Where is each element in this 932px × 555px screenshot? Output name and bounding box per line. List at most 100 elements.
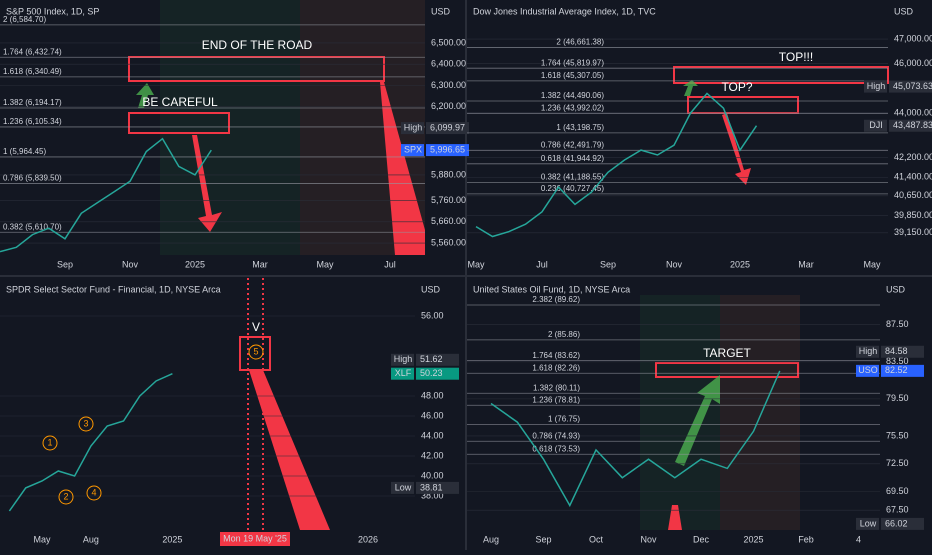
arrow (249, 370, 330, 530)
price-tag-name (856, 517, 879, 530)
box (673, 66, 889, 84)
x-tick-label: 2025 (730, 259, 750, 269)
annotation: 1 (47, 437, 52, 447)
price-tag-name (864, 119, 887, 132)
y-tick-label: 42,200.00 (894, 152, 932, 162)
x-tick-label: May (467, 259, 485, 269)
y-tick-label: 40.00 (421, 470, 444, 480)
y-tick-label: 67.50 (886, 505, 909, 515)
arrows (192, 82, 751, 530)
chart-title: Dow Jones Industrial Average Index, 1D, … (473, 6, 656, 16)
price-line (0, 137, 212, 253)
y-tick-label: 83.50 (886, 356, 909, 366)
y-tick-label: 87.50 (886, 319, 909, 329)
arrow (136, 83, 154, 108)
fib-label: 0.236 (40,727.45) (541, 184, 604, 193)
price-tag-value: 82.52 (885, 365, 908, 375)
price-tag-value: 43,487.83 (893, 120, 932, 130)
y-tick-label: 46.00 (421, 410, 444, 420)
fib-label: 2 (85.86) (548, 330, 580, 339)
y-tick-label: 6,500.00 (431, 37, 466, 47)
box (687, 96, 799, 114)
y-tick-label: 6,400.00 (431, 59, 466, 69)
price-tag (881, 345, 924, 358)
y-tick-label: 38.00 (421, 490, 444, 500)
time-zone (160, 0, 425, 255)
annotation: 5 (253, 346, 258, 356)
price-tag-name: Low (395, 482, 412, 492)
annotation: 2 (63, 491, 68, 501)
wave-circle (248, 344, 264, 360)
x-tick-label: Nov (640, 534, 657, 544)
currency: USD (894, 6, 914, 16)
y-tick-label: 5,660.00 (431, 216, 466, 226)
y-tick-label: 5,560.00 (431, 237, 466, 247)
y-tick-label: 6,200.00 (431, 101, 466, 111)
fib-label: 1.382 (80.11) (533, 383, 580, 392)
price-tag-name: SPX (404, 144, 422, 154)
y-tick-label: 39,150.00 (894, 227, 932, 237)
fib-label: 1.236 (43,992.02) (541, 103, 604, 112)
price-tag-name: DJI (869, 120, 883, 130)
arrow (675, 375, 720, 466)
y-tick-label: 40,650.00 (894, 190, 932, 200)
x-tick-label: Jul (384, 259, 396, 269)
arrow (192, 135, 222, 232)
price-tag-value: 51.62 (420, 354, 443, 364)
price-tag (889, 80, 932, 93)
y-tick-label: 39,850.00 (894, 210, 932, 220)
y-tick-label: 41,400.00 (894, 172, 932, 182)
price-tag-name (864, 80, 887, 93)
time-zone (640, 295, 800, 530)
y-tick-label: 44.00 (421, 430, 444, 440)
fib-label: 1.618 (6,340.49) (3, 67, 62, 76)
annotation: V (252, 320, 260, 334)
price-tag-value: 6,099.97 (430, 122, 465, 132)
date-label: Mon 19 May '25 (223, 533, 287, 543)
y-tick-label: 48.00 (421, 390, 444, 400)
fib-label: 1.764 (45,819.97) (541, 58, 604, 67)
x-tick-label: Oct (589, 534, 604, 544)
price-tag-value: 38.81 (420, 482, 443, 492)
price-line (490, 370, 781, 508)
price-tag (426, 144, 469, 157)
x-tick-label: May (33, 534, 51, 544)
chart-title: United States Oil Fund, 1D, NYSE Arca (473, 284, 630, 294)
arrow (668, 505, 682, 530)
box (655, 362, 799, 378)
price-tag (881, 364, 924, 377)
price-tag-value: 45,073.63 (893, 81, 932, 91)
price-tag (416, 367, 459, 380)
price-tag-name (401, 122, 424, 135)
x-tick-label: May (863, 259, 881, 269)
arrow (722, 113, 751, 185)
price-tag-name (391, 481, 414, 494)
date-tag (220, 532, 290, 546)
y-tick-label: 5,880.00 (431, 169, 466, 179)
price-tag-name: High (859, 346, 878, 356)
chart-title: SPDR Select Sector Fund - Financial, 1D,… (6, 284, 221, 294)
price-tag-name (391, 367, 414, 380)
annotation: TARGET (703, 346, 751, 360)
price-tag-name: XLF (395, 368, 412, 378)
price-tag-name (856, 345, 879, 358)
fib-label: 1.236 (6,105.34) (3, 117, 62, 126)
wave-circle (58, 489, 74, 505)
x-tick-label: Sep (57, 259, 73, 269)
fib-label: 1 (5,964.45) (3, 147, 46, 156)
x-tick-label: May (316, 259, 334, 269)
x-tick-label: Aug (483, 534, 499, 544)
x-tick-label: Feb (798, 534, 814, 544)
annotation: TOP!!! (779, 50, 813, 64)
price-tag-value: 66.02 (885, 518, 908, 528)
x-tick-label: Nov (666, 259, 683, 269)
price-tag (416, 481, 459, 494)
box (128, 112, 230, 134)
fib-label: 1.618 (82.26) (532, 363, 580, 372)
y-tick-label: 6,300.00 (431, 80, 466, 90)
x-tick-label: Mar (252, 259, 268, 269)
x-tick-label: Sep (600, 259, 616, 269)
y-tick-label: 75.50 (886, 430, 909, 440)
